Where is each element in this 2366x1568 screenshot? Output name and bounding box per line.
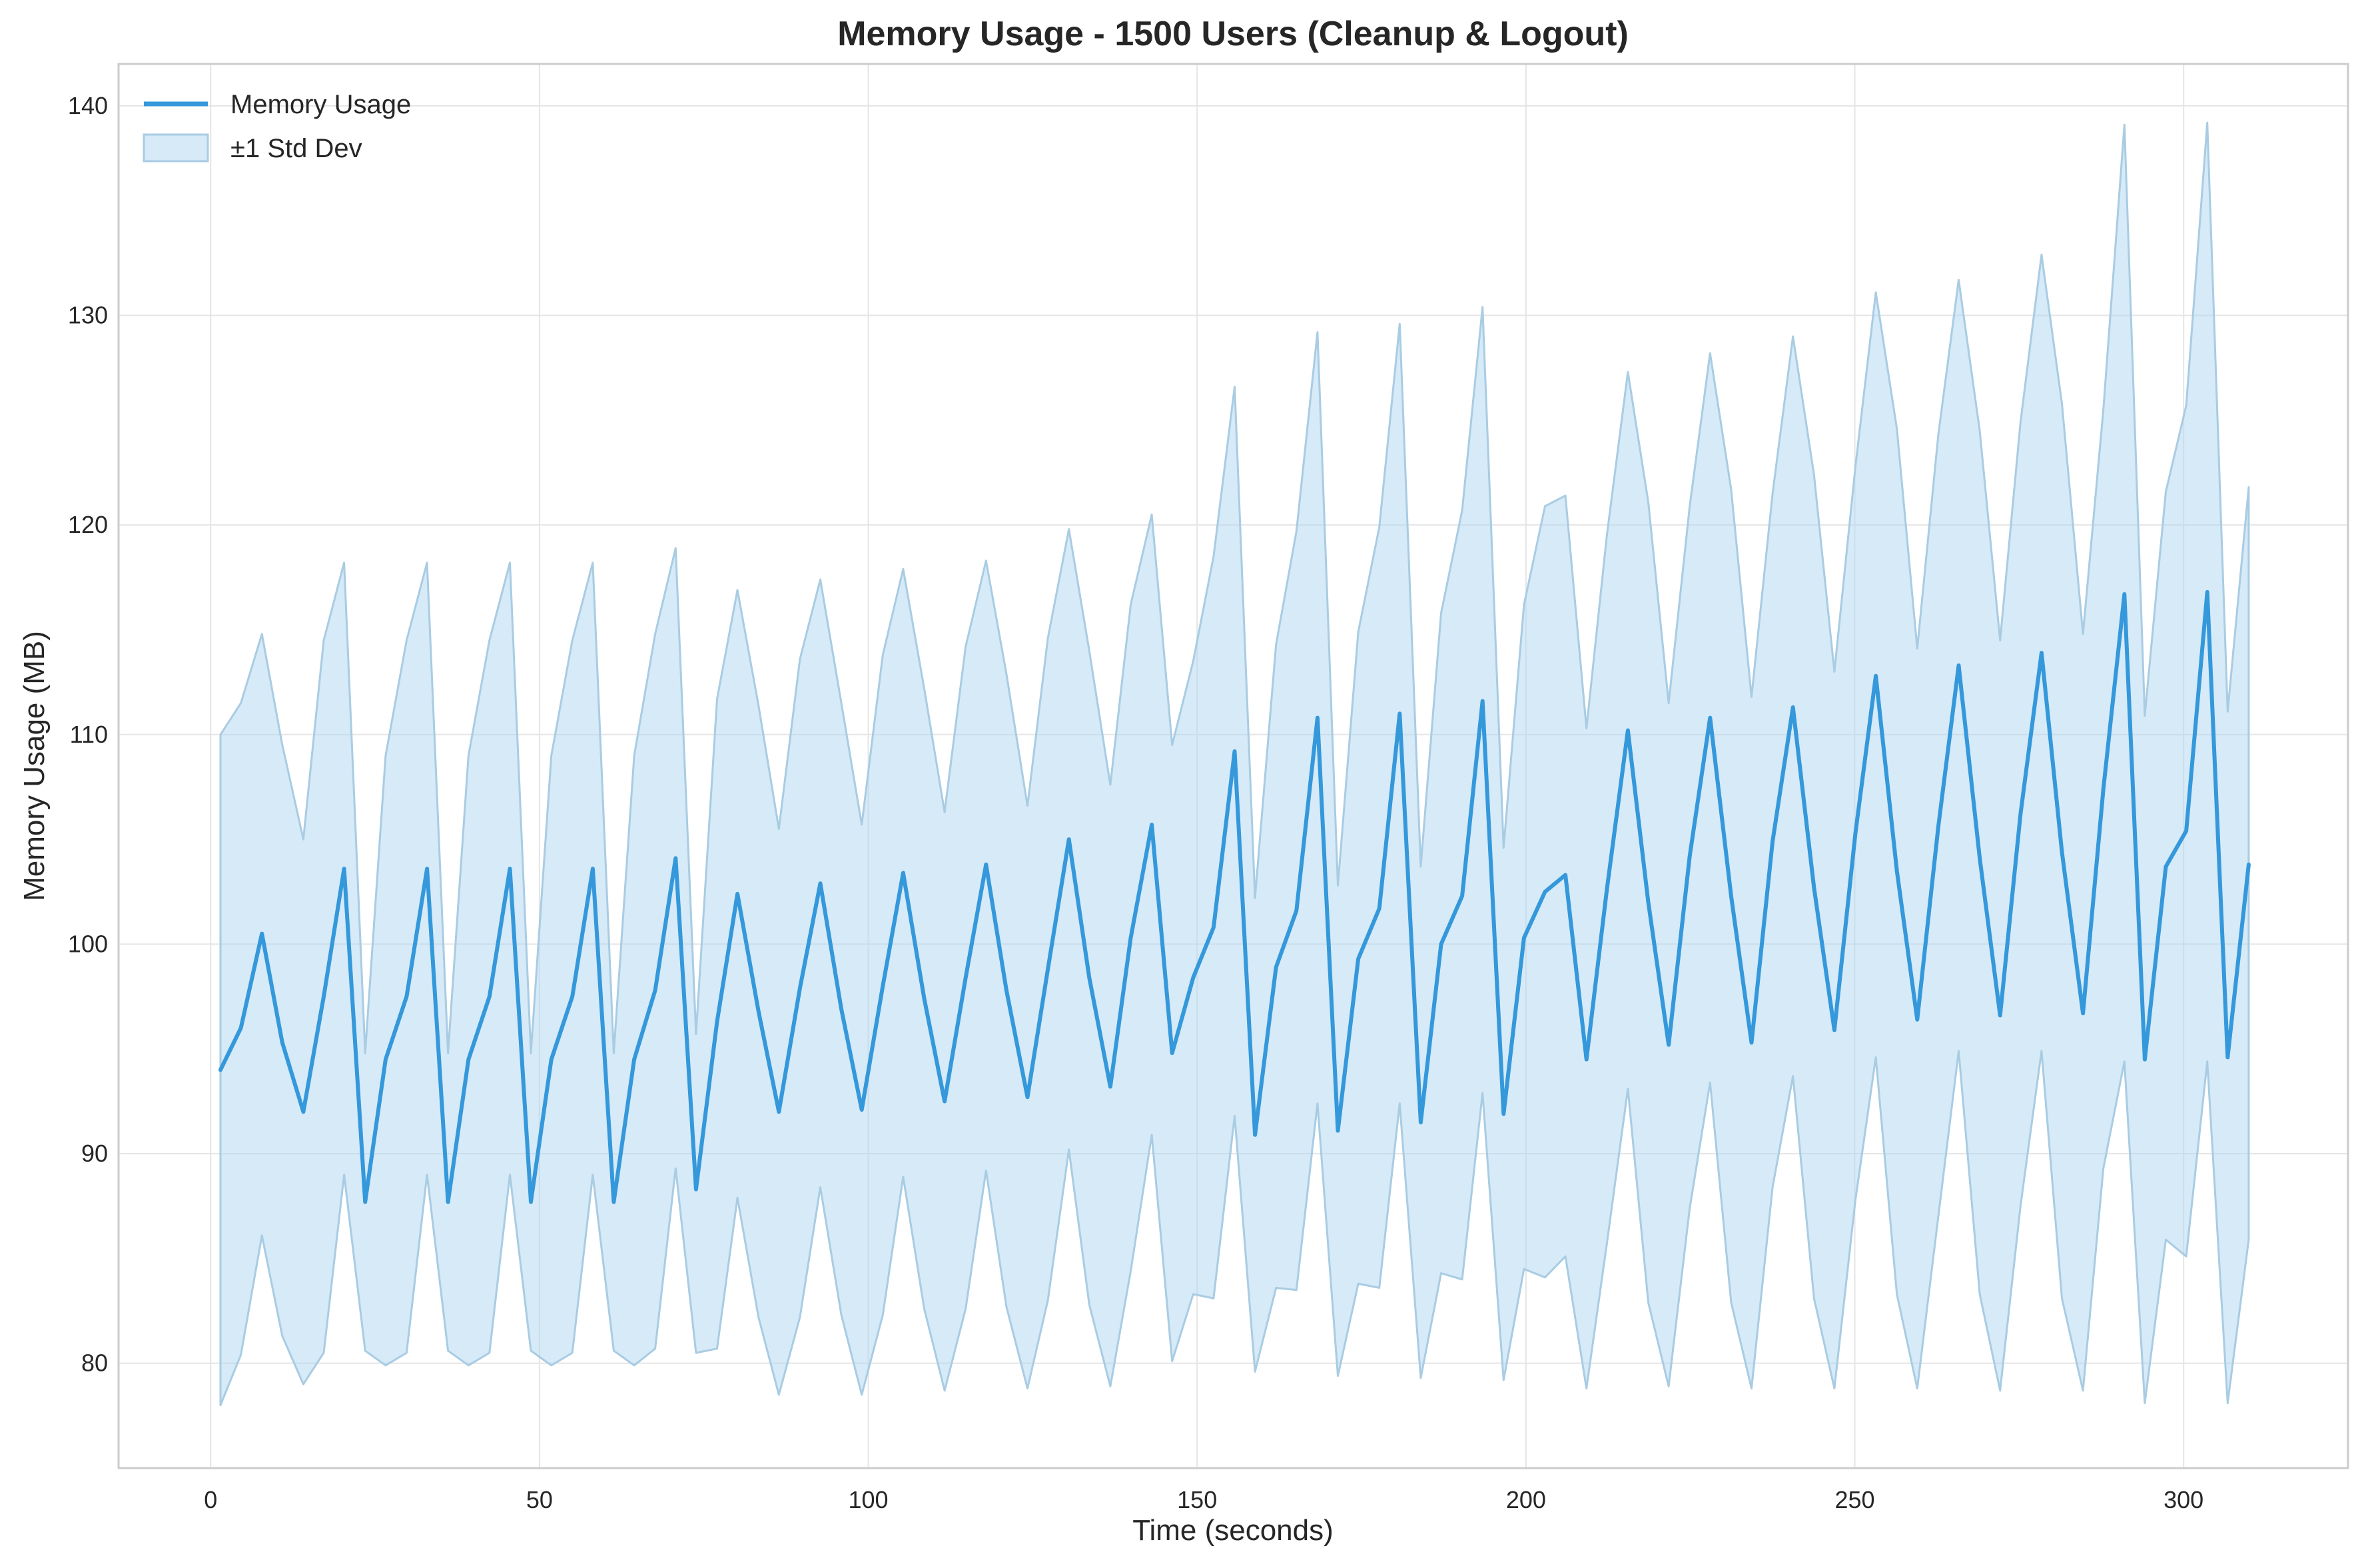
y-tick-label: 130 (68, 302, 108, 329)
y-axis-title: Memory Usage (MB) (18, 631, 51, 901)
x-tick-label: 200 (1506, 1486, 1546, 1513)
chart-title: Memory Usage - 1500 Users (Cleanup & Log… (837, 15, 1629, 53)
memory-usage-line-layer (218, 589, 2251, 1204)
x-axis-title: Time (seconds) (1132, 1514, 1334, 1547)
x-tick-label: 300 (2164, 1486, 2203, 1513)
legend-label-memory-usage: Memory Usage (230, 90, 411, 119)
plot-frame (117, 63, 2349, 1469)
legend: Memory Usage ±1 Std Dev (143, 90, 411, 163)
legend-band-swatch (143, 133, 209, 163)
y-tick-label: 100 (68, 930, 108, 957)
y-tick-label: 140 (68, 92, 108, 119)
y-tick-labels: 80 90 100 110 120 130 140 (68, 92, 108, 1377)
y-tick-label: 90 (81, 1140, 108, 1167)
x-tick-labels: 0 50 100 150 200 250 300 (204, 1486, 2203, 1513)
x-tick-label: 0 (204, 1486, 217, 1513)
y-tick-label: 110 (70, 721, 108, 748)
x-tick-label: 250 (1834, 1486, 1874, 1513)
x-tick-label: 100 (849, 1486, 889, 1513)
x-tick-label: 150 (1177, 1486, 1217, 1513)
y-tick-label: 80 (81, 1350, 108, 1377)
legend-label-std-dev: ±1 Std Dev (230, 134, 362, 163)
x-tick-label: 50 (526, 1486, 553, 1513)
y-tick-label: 120 (68, 511, 108, 538)
